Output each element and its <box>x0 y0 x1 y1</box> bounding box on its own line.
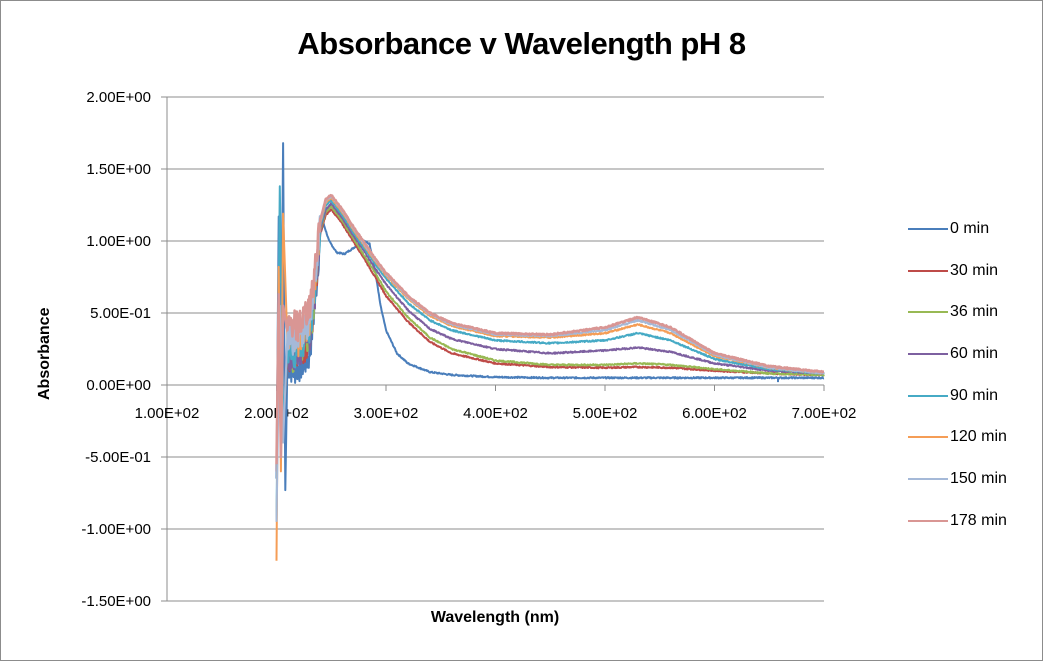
legend-label: 178 min <box>950 511 1007 529</box>
y-tick-label: 2.00E+00 <box>86 89 151 106</box>
legend-line-swatch <box>908 394 948 397</box>
x-tick-label: 1.00E+02 <box>135 405 200 422</box>
series-line-30-min <box>275 208 825 472</box>
legend-line-swatch <box>908 227 948 230</box>
y-tick-label: -1.00E+00 <box>81 521 151 538</box>
legend-line-swatch <box>908 269 948 272</box>
legend-label: 150 min <box>950 469 1007 487</box>
legend-line-swatch <box>908 519 948 522</box>
legend: 0 min 30 min 36 min 60 min 90 min 120 min 150 … <box>908 208 1007 542</box>
legend-item: 90 min <box>908 375 1007 417</box>
y-tick-label: 0.00E+00 <box>86 377 151 394</box>
legend-label: 90 min <box>950 386 999 404</box>
y-tick-label: 5.00E-01 <box>90 305 151 322</box>
series-line-60-min <box>275 202 825 472</box>
legend-line-swatch <box>908 436 948 439</box>
legend-line-swatch <box>908 311 948 314</box>
series-line-178-min <box>275 193 825 465</box>
legend-label: 0 min <box>950 219 990 237</box>
y-tick-label: -1.50E+00 <box>81 593 151 610</box>
chart-title: Absorbance v Wavelength pH 8 <box>297 26 746 61</box>
x-tick-label: 5.00E+02 <box>573 405 638 422</box>
legend-item: 0 min <box>908 208 1007 250</box>
y-tick-label: 1.50E+00 <box>86 161 151 178</box>
legend-item: 30 min <box>908 250 1007 292</box>
y-tick-label: 1.00E+00 <box>86 233 151 250</box>
legend-item: 60 min <box>908 333 1007 375</box>
series-line-90-min <box>275 185 825 522</box>
series-line-36-min <box>275 205 825 472</box>
y-tick-label: -5.00E-01 <box>85 449 151 466</box>
legend-line-swatch <box>908 477 948 480</box>
x-tick-label: 7.00E+02 <box>792 405 857 422</box>
legend-item: 150 min <box>908 458 1007 500</box>
series-line-0-min <box>275 142 825 492</box>
x-axis-title: Wavelength (nm) <box>430 609 560 626</box>
legend-item: 120 min <box>908 416 1007 458</box>
legend-line-swatch <box>908 352 948 355</box>
legend-item: 36 min <box>908 291 1007 333</box>
x-tick-label: 3.00E+02 <box>354 405 419 422</box>
legend-label: 36 min <box>950 303 999 321</box>
legend-item: 178 min <box>908 500 1007 542</box>
x-tick-label: 4.00E+02 <box>463 405 528 422</box>
legend-label: 30 min <box>950 261 999 279</box>
legend-label: 120 min <box>950 428 1007 446</box>
legend-label: 60 min <box>950 344 999 362</box>
x-tick-label: 6.00E+02 <box>682 405 747 422</box>
